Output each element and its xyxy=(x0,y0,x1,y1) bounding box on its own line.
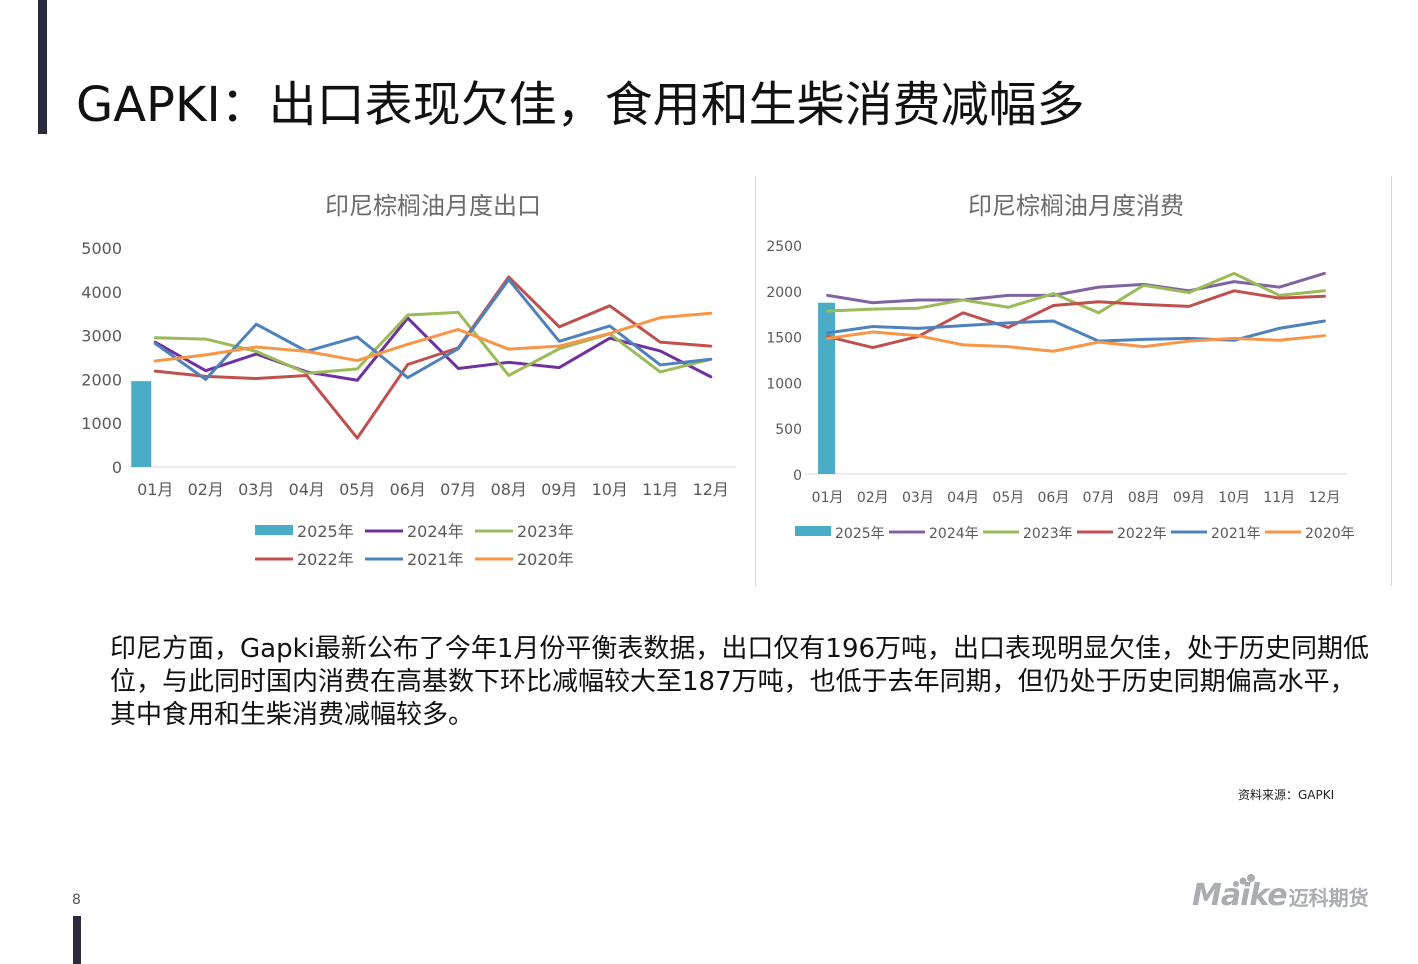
x-tick-label: 06月 xyxy=(1038,490,1070,506)
bar-2025年 xyxy=(131,381,152,467)
legend-label: 2020年 xyxy=(1305,526,1355,542)
x-tick-label: 12月 xyxy=(1309,490,1341,506)
y-tick-label: 1000 xyxy=(766,376,802,392)
y-tick-label: 500 xyxy=(775,422,802,438)
x-tick-label: 03月 xyxy=(238,480,274,499)
legend-swatch xyxy=(795,526,831,536)
y-tick-label: 0 xyxy=(793,468,802,484)
series-line-2021年 xyxy=(153,278,713,381)
export-chart: 印尼棕榈油月度出口 0 1000 2000 3000 4000 5000 01月 02月 03月 0… xyxy=(81,192,736,569)
x-tick-label: 05月 xyxy=(339,480,375,499)
page-title: GAPKI：出口表现欠佳，食用和生柴消费减幅多 xyxy=(76,77,1085,133)
x-tick-label: 08月 xyxy=(1128,490,1160,506)
source-note: 资料来源：GAPKI xyxy=(1238,788,1335,802)
x-tick-label: 06月 xyxy=(390,480,426,499)
x-tick-label: 11月 xyxy=(642,480,678,499)
series-line-2022年 xyxy=(153,275,713,440)
y-tick-label: 2000 xyxy=(766,285,802,301)
x-tick-label: 02月 xyxy=(188,480,224,499)
top-accent-bar xyxy=(38,0,47,134)
y-tick-label: 0 xyxy=(112,458,122,477)
x-tick-label: 08月 xyxy=(491,480,527,499)
x-tick-label: 09月 xyxy=(1173,490,1205,506)
y-tick-label: 1500 xyxy=(766,331,802,347)
x-tick-label: 05月 xyxy=(992,490,1024,506)
series-line-2022年 xyxy=(826,289,1326,350)
legend-label: 2023年 xyxy=(517,522,574,541)
x-tick-label: 04月 xyxy=(289,480,325,499)
logo-mark-icon xyxy=(1233,874,1255,887)
legend-label: 2021年 xyxy=(407,550,464,569)
y-tick-label: 4000 xyxy=(81,283,122,302)
x-tick-label: 03月 xyxy=(902,490,934,506)
y-tick-label: 2500 xyxy=(766,239,802,255)
legend-label: 2022年 xyxy=(297,550,354,569)
legend-label: 2024年 xyxy=(407,522,464,541)
x-tick-label: 10月 xyxy=(592,480,628,499)
y-tick-label: 5000 xyxy=(81,239,122,258)
legend-label: 2020年 xyxy=(517,550,574,569)
x-tick-label: 09月 xyxy=(541,480,577,499)
chart-title: 印尼棕榈油月度消费 xyxy=(968,192,1184,220)
legend-label: 2025年 xyxy=(835,526,885,542)
consumption-chart: 印尼棕榈油月度消费 0 500 1000 1500 2000 2500 01月 02月 03月 04… xyxy=(766,192,1355,542)
x-tick-label: 07月 xyxy=(1083,490,1115,506)
x-tick-label: 04月 xyxy=(947,490,979,506)
legend-swatch xyxy=(255,525,293,535)
y-tick-label: 2000 xyxy=(81,370,122,389)
bottom-accent-bar xyxy=(73,916,81,964)
chart-divider xyxy=(755,176,756,586)
series-line-2020年 xyxy=(826,330,1326,353)
legend-label: 2021年 xyxy=(1211,526,1261,542)
summary-paragraph: 印尼方面，Gapki最新公布了今年1月份平衡表数据，出口仅有196万吨，出口表现… xyxy=(110,634,1370,730)
x-tick-label: 02月 xyxy=(857,490,889,506)
legend-label: 2025年 xyxy=(297,522,354,541)
y-tick-label: 1000 xyxy=(81,414,122,433)
legend-label: 2024年 xyxy=(929,526,979,542)
chart-title: 印尼棕榈油月度出口 xyxy=(325,192,541,220)
legend-label: 2023年 xyxy=(1023,526,1073,542)
logo-brand-text: Maike xyxy=(1192,878,1288,913)
y-tick-label: 3000 xyxy=(81,327,122,346)
page-number: 8 xyxy=(72,892,81,908)
x-tick-label: 01月 xyxy=(137,480,173,499)
series-line-2024年 xyxy=(826,271,1326,305)
legend-label: 2022年 xyxy=(1117,526,1167,542)
series-line-2020年 xyxy=(153,311,713,363)
x-tick-label: 10月 xyxy=(1218,490,1250,506)
x-tick-label: 11月 xyxy=(1263,490,1295,506)
chart-right-edge xyxy=(1391,176,1392,586)
x-tick-label: 12月 xyxy=(693,480,729,499)
x-tick-label: 07月 xyxy=(440,480,476,499)
logo-cn-text: 迈科期货 xyxy=(1288,886,1369,910)
x-tick-label: 01月 xyxy=(812,490,844,506)
bar-2025年 xyxy=(818,302,836,474)
maike-logo: Maike 迈科期货 xyxy=(1192,874,1369,913)
